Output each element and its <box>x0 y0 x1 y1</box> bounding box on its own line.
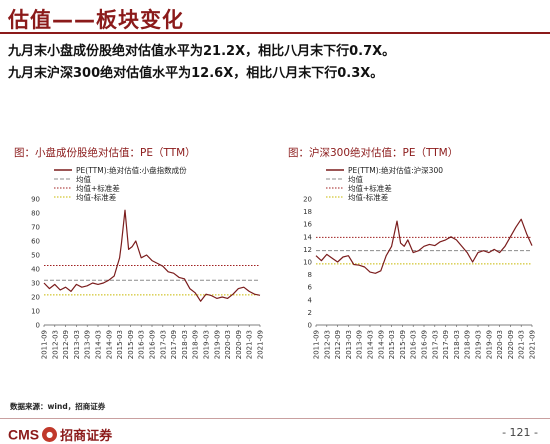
y-tick-label-1: 10 <box>31 308 40 316</box>
y-tick-label-1: 2 <box>308 309 312 317</box>
logo-text: CMS <box>8 426 40 443</box>
summary-small-cap: 九月末小盘成份股绝对估值水平为21.2X，相比八月末下行0.7X。 <box>8 44 396 59</box>
x-tick-label-6: 2014-09 <box>105 330 113 359</box>
title-divider <box>0 32 550 34</box>
x-tick-label-7: 2015-03 <box>116 330 124 359</box>
y-tick-label-3: 6 <box>308 284 313 292</box>
legend-label-0: PE(TTM):绝对估值:沪深300 <box>348 165 443 175</box>
y-tick-label-7: 70 <box>31 224 40 232</box>
x-tick-label-3: 2013-03 <box>73 330 81 359</box>
y-tick-label-6: 60 <box>31 238 40 246</box>
x-tick-label-18: 2020-09 <box>235 330 243 359</box>
legend-label-0: PE(TTM):绝对估值:小盘指数成份 <box>76 165 187 175</box>
x-tick-label-20: 2021-09 <box>257 330 265 359</box>
legend-label-1: 均值 <box>76 174 91 184</box>
x-tick-label-9: 2016-03 <box>410 330 418 359</box>
y-tick-label-2: 20 <box>31 294 40 302</box>
y-tick-label-3: 30 <box>31 280 40 288</box>
y-tick-label-10: 20 <box>303 196 312 204</box>
chart-title-small-cap: 图：小盘成份股绝对估值：PE（TTM） <box>14 147 196 159</box>
x-tick-label-3: 2013-03 <box>345 330 353 359</box>
x-tick-label-14: 2018-09 <box>464 330 472 359</box>
x-tick-label-14: 2018-09 <box>192 330 200 359</box>
legend-label-1: 均值 <box>348 174 363 184</box>
y-tick-label-2: 4 <box>308 296 313 304</box>
x-tick-label-4: 2013-09 <box>356 330 364 359</box>
x-tick-label-1: 2012-03 <box>51 330 59 359</box>
x-tick-label-15: 2019-03 <box>475 330 483 359</box>
x-tick-label-2: 2012-09 <box>62 330 70 359</box>
y-tick-label-9: 18 <box>303 208 312 216</box>
x-tick-label-13: 2018-03 <box>181 330 189 359</box>
page-title: 估值——板块变化 <box>8 8 184 32</box>
logo-mark-icon: ● <box>42 427 58 442</box>
legend-label-2: 均值+标准差 <box>76 183 120 193</box>
x-tick-label-19: 2021-03 <box>246 330 254 359</box>
y-tick-label-9: 90 <box>31 196 40 204</box>
y-tick-label-4: 40 <box>31 266 40 274</box>
x-tick-label-1: 2012-03 <box>323 330 331 359</box>
x-tick-label-16: 2019-09 <box>213 330 221 359</box>
summary-hs300: 九月末沪深300绝对估值水平为12.6X，相比八月末下行0.3X。 <box>8 66 384 81</box>
legend-label-3: 均值-标准差 <box>76 192 117 202</box>
y-tick-label-8: 80 <box>31 210 40 218</box>
y-tick-label-0: 0 <box>36 322 40 330</box>
series-line-0 <box>43 209 261 302</box>
series-line-0 <box>315 218 533 274</box>
brand-logo: CMS ● 招商证券 <box>8 424 113 444</box>
x-tick-label-11: 2017-03 <box>431 330 439 359</box>
x-tick-label-2: 2012-09 <box>334 330 342 359</box>
logo-cn: 招商证券 <box>60 429 113 444</box>
data-source: 数据来源：wind，招商证券 <box>10 402 106 411</box>
x-tick-label-11: 2017-03 <box>159 330 167 359</box>
chart-title-hs300: 图：沪深300绝对估值：PE（TTM） <box>288 147 459 159</box>
x-tick-label-4: 2013-09 <box>84 330 92 359</box>
x-tick-label-17: 2020-03 <box>224 330 232 359</box>
x-tick-label-9: 2016-03 <box>138 330 146 359</box>
x-tick-label-18: 2020-09 <box>507 330 515 359</box>
x-tick-label-5: 2014-03 <box>367 330 375 359</box>
x-tick-label-5: 2014-03 <box>95 330 103 359</box>
x-tick-label-0: 2011-09 <box>313 330 321 359</box>
page-number: - 121 - <box>502 426 538 439</box>
legend-label-2: 均值+标准差 <box>348 183 392 193</box>
x-tick-label-7: 2015-03 <box>388 330 396 359</box>
x-tick-label-8: 2015-09 <box>399 330 407 359</box>
x-tick-label-17: 2020-03 <box>496 330 504 359</box>
x-tick-label-10: 2016-09 <box>149 330 157 359</box>
y-tick-label-6: 12 <box>303 246 312 254</box>
y-tick-label-8: 16 <box>303 221 312 229</box>
x-tick-label-8: 2015-09 <box>127 330 135 359</box>
x-tick-label-0: 2011-09 <box>41 330 49 359</box>
x-tick-label-16: 2019-09 <box>485 330 493 359</box>
x-tick-label-20: 2021-09 <box>529 330 537 359</box>
footer-divider <box>0 418 550 419</box>
legend-label-3: 均值-标准差 <box>348 192 389 202</box>
x-tick-label-13: 2018-03 <box>453 330 461 359</box>
x-tick-label-12: 2017-09 <box>170 330 178 359</box>
y-tick-label-4: 8 <box>308 271 312 279</box>
y-tick-label-7: 14 <box>303 233 312 241</box>
y-tick-label-5: 50 <box>31 252 40 260</box>
y-tick-label-5: 10 <box>303 259 312 267</box>
x-tick-label-19: 2021-03 <box>518 330 526 359</box>
x-tick-label-15: 2019-03 <box>203 330 211 359</box>
y-tick-label-0: 0 <box>308 322 312 330</box>
x-tick-label-12: 2017-09 <box>442 330 450 359</box>
x-tick-label-6: 2014-09 <box>377 330 385 359</box>
x-tick-label-10: 2016-09 <box>421 330 429 359</box>
